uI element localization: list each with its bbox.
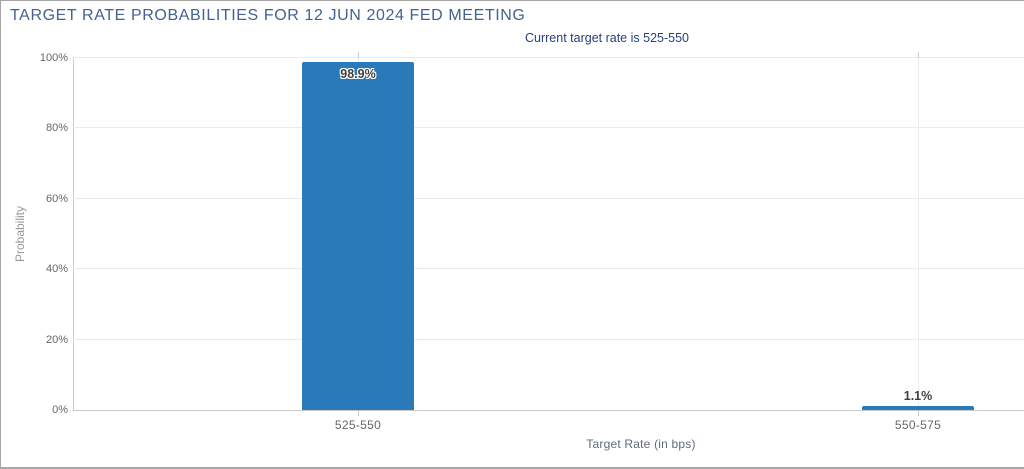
axis-tick xyxy=(358,410,359,416)
probability-bar-525-550[interactable] xyxy=(302,61,414,410)
h-gridline xyxy=(73,127,1024,129)
h-gridline xyxy=(73,57,1024,58)
y-axis-line xyxy=(73,58,74,410)
x-tick-label-525-550: 525-550 xyxy=(334,418,382,432)
axis-tick xyxy=(918,52,919,58)
x-axis-title: Target Rate (in bps) xyxy=(586,437,696,451)
y-tick-label: 20% xyxy=(45,333,68,346)
bar-value-label: 98.9% xyxy=(340,66,376,81)
bar-value-label: 1.1% xyxy=(903,389,933,404)
axis-tick xyxy=(918,410,919,416)
h-gridline xyxy=(73,338,1024,340)
plot-area xyxy=(73,52,1024,416)
probability-bar-550-575[interactable] xyxy=(862,406,974,410)
h-gridline xyxy=(73,197,1024,199)
y-tick-label: 0% xyxy=(52,404,68,416)
y-tick-label: 100% xyxy=(39,52,68,64)
x-tick-label-550-575: 550-575 xyxy=(894,418,942,432)
axis-tick xyxy=(358,52,359,58)
current-target-rate-subtitle: Current target rate is 525-550 xyxy=(525,31,689,45)
v-gridline xyxy=(918,58,919,410)
h-gridline xyxy=(73,410,1024,411)
chart-title: TARGET RATE PROBABILITIES FOR 12 JUN 202… xyxy=(10,7,526,24)
h-gridline xyxy=(73,268,1024,270)
y-tick-label: 60% xyxy=(45,192,68,205)
y-tick-label: 40% xyxy=(45,263,68,276)
y-tick-label: 80% xyxy=(45,122,68,135)
y-axis-title: Probability xyxy=(13,205,27,263)
